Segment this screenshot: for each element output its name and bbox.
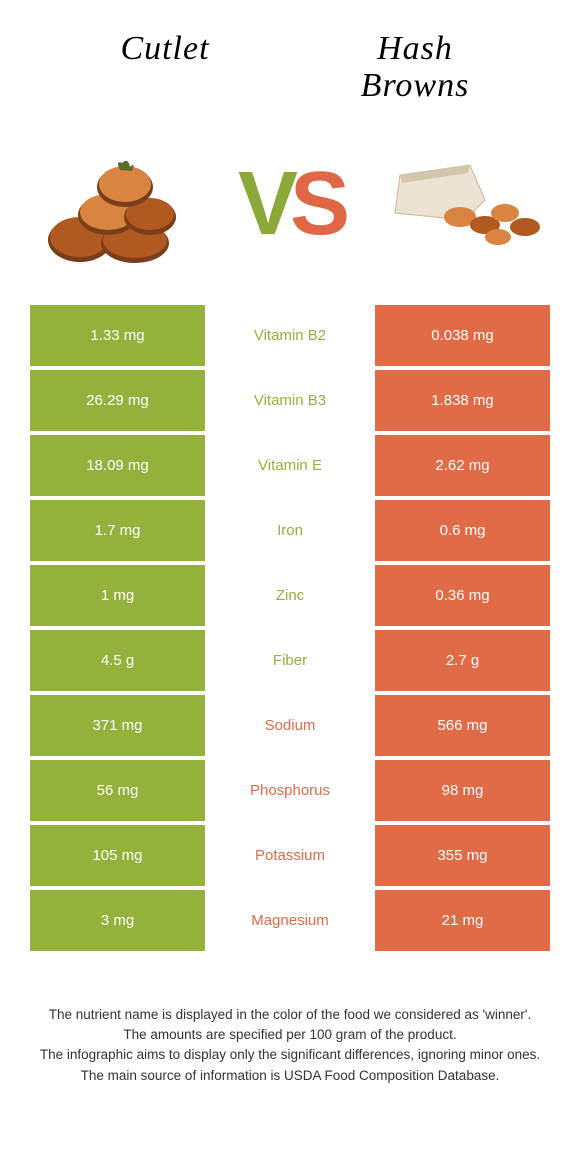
cell-mid: Sodium [205,695,375,756]
cell-right: 0.36 mg [375,565,550,626]
cell-left: 105 mg [30,825,205,886]
title-right-l1: Hash [377,30,453,67]
cell-left: 4.5 g [30,630,205,691]
cell-mid: Vitamin B3 [205,370,375,431]
table-row: 1.7 mgIron0.6 mg [30,500,550,561]
table-row: 18.09 mgVitamin E2.62 mg [30,435,550,496]
cell-right: 1.838 mg [375,370,550,431]
cell-left: 26.29 mg [30,370,205,431]
cell-left: 1.7 mg [30,500,205,561]
cell-left: 18.09 mg [30,435,205,496]
cell-mid: Vitamin E [205,435,375,496]
vs-v: V [238,154,290,254]
table-row: 26.29 mgVitamin B31.838 mg [30,370,550,431]
cell-right: 2.7 g [375,630,550,691]
cell-left: 1 mg [30,565,205,626]
cell-mid: Vitamin B2 [205,305,375,366]
cell-left: 3 mg [30,890,205,951]
table-row: 56 mgPhosphorus98 mg [30,760,550,821]
cell-mid: Magnesium [205,890,375,951]
cell-left: 371 mg [30,695,205,756]
cutlet-image [40,145,190,265]
cell-left: 56 mg [30,760,205,821]
table-row: 4.5 gFiber2.7 g [30,630,550,691]
footer: The nutrient name is displayed in the co… [0,955,580,1106]
title-left: Cutlet [40,30,290,105]
cell-mid: Zinc [205,565,375,626]
table-row: 3 mgMagnesium21 mg [30,890,550,951]
cell-mid: Phosphorus [205,760,375,821]
vs-label: VS [238,153,342,256]
cell-right: 0.6 mg [375,500,550,561]
table-row: 1.33 mgVitamin B20.038 mg [30,305,550,366]
footer-l2: The amounts are specified per 100 gram o… [30,1025,550,1045]
cell-mid: Iron [205,500,375,561]
table-row: 371 mgSodium566 mg [30,695,550,756]
cell-right: 355 mg [375,825,550,886]
cell-right: 2.62 mg [375,435,550,496]
cell-mid: Potassium [205,825,375,886]
table-row: 1 mgZinc0.36 mg [30,565,550,626]
cell-right: 566 mg [375,695,550,756]
footer-l1: The nutrient name is displayed in the co… [30,1005,550,1025]
header: Cutlet Hash Browns [0,0,580,125]
table-row: 105 mgPotassium355 mg [30,825,550,886]
cell-left: 1.33 mg [30,305,205,366]
images-row: VS [0,125,580,305]
cell-right: 98 mg [375,760,550,821]
footer-l4: The main source of information is USDA F… [30,1066,550,1086]
vs-s: S [290,154,342,254]
cell-right: 21 mg [375,890,550,951]
title-right: Hash Browns [290,30,540,105]
cell-right: 0.038 mg [375,305,550,366]
hashbrowns-image [390,145,540,265]
cell-mid: Fiber [205,630,375,691]
title-right-l2: Browns [361,67,470,104]
comparison-table: 1.33 mgVitamin B20.038 mg26.29 mgVitamin… [0,305,580,951]
footer-l3: The infographic aims to display only the… [30,1045,550,1065]
